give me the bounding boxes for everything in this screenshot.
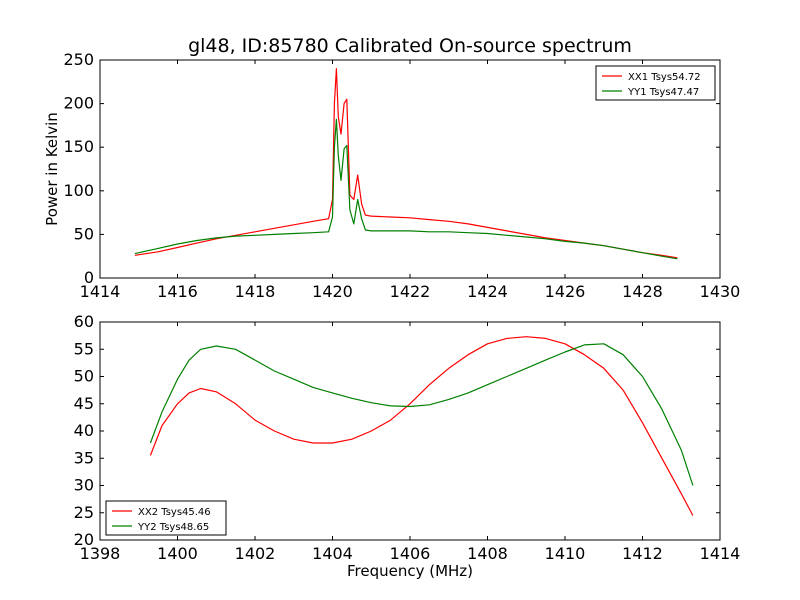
x-tick-label: 1406 — [390, 544, 431, 563]
x-tick-label: 1428 — [622, 282, 663, 301]
y-tick-label: 45 — [74, 394, 94, 413]
y-tick-label: 0 — [84, 268, 94, 287]
x-axis-label: Frequency (MHz) — [347, 562, 473, 580]
y-tick-label: 50 — [74, 224, 94, 243]
legend-entry: XX2 Tsys45.46 — [138, 507, 211, 518]
legend-entry: XX1 Tsys54.72 — [628, 72, 701, 83]
legend-entry: YY1 Tsys47.47 — [627, 87, 699, 98]
y-tick-label: 200 — [63, 94, 94, 113]
y-tick-label: 250 — [63, 50, 94, 69]
x-tick-label: 1408 — [467, 544, 508, 563]
y-tick-label: 150 — [63, 137, 94, 156]
y-tick-label: 40 — [74, 421, 94, 440]
series-line-xx-panel-2 — [149, 336, 694, 516]
x-tick-label: 1420 — [312, 282, 353, 301]
series-line-xx-panel-1 — [134, 68, 678, 259]
legend-box — [595, 65, 716, 101]
top-panel: 1414 1416 1418 1420 1422 1424 1426 1428 1430 0 50 1… — [43, 50, 740, 301]
y-tick-label: 60 — [74, 312, 94, 331]
figure-title: gl48, ID:85780 Calibrated On-source spec… — [188, 35, 632, 57]
legend-box — [105, 500, 227, 536]
x-tick-label: 1410 — [545, 544, 586, 563]
series-line-yy-panel-2 — [149, 343, 694, 486]
bottom-panel: 1398 1400 1402 1404 1406 1408 1410 1412 1414 20 25… — [74, 312, 741, 580]
x-tick-label: 1398 — [80, 544, 121, 563]
y-axis-label: Power in Kelvin — [43, 112, 61, 226]
x-tick-label: 1422 — [390, 282, 431, 301]
y-tick-label: 25 — [74, 503, 94, 522]
x-tick-label: 1412 — [622, 544, 663, 563]
x-tick-label: 1424 — [467, 282, 508, 301]
y-tick-label: 20 — [74, 530, 94, 549]
y-tick-label: 50 — [74, 367, 94, 386]
x-tick-label: 1414 — [700, 544, 741, 563]
x-tick-label: 1416 — [157, 282, 198, 301]
x-tick-label: 1414 — [80, 282, 121, 301]
y-tick-label: 30 — [74, 476, 94, 495]
series-line-yy-panel-1 — [134, 118, 678, 260]
legend-entry: YY2 Tsys48.65 — [137, 522, 209, 533]
x-tick-label: 1418 — [235, 282, 276, 301]
x-tick-label: 1430 — [700, 282, 741, 301]
x-tick-label: 1426 — [545, 282, 586, 301]
y-tick-label: 55 — [74, 339, 94, 358]
x-tick-label: 1402 — [235, 544, 276, 563]
x-tick-label: 1400 — [157, 544, 198, 563]
y-tick-label: 35 — [74, 448, 94, 467]
x-tick-label: 1404 — [312, 544, 353, 563]
y-tick-label: 100 — [63, 181, 94, 200]
